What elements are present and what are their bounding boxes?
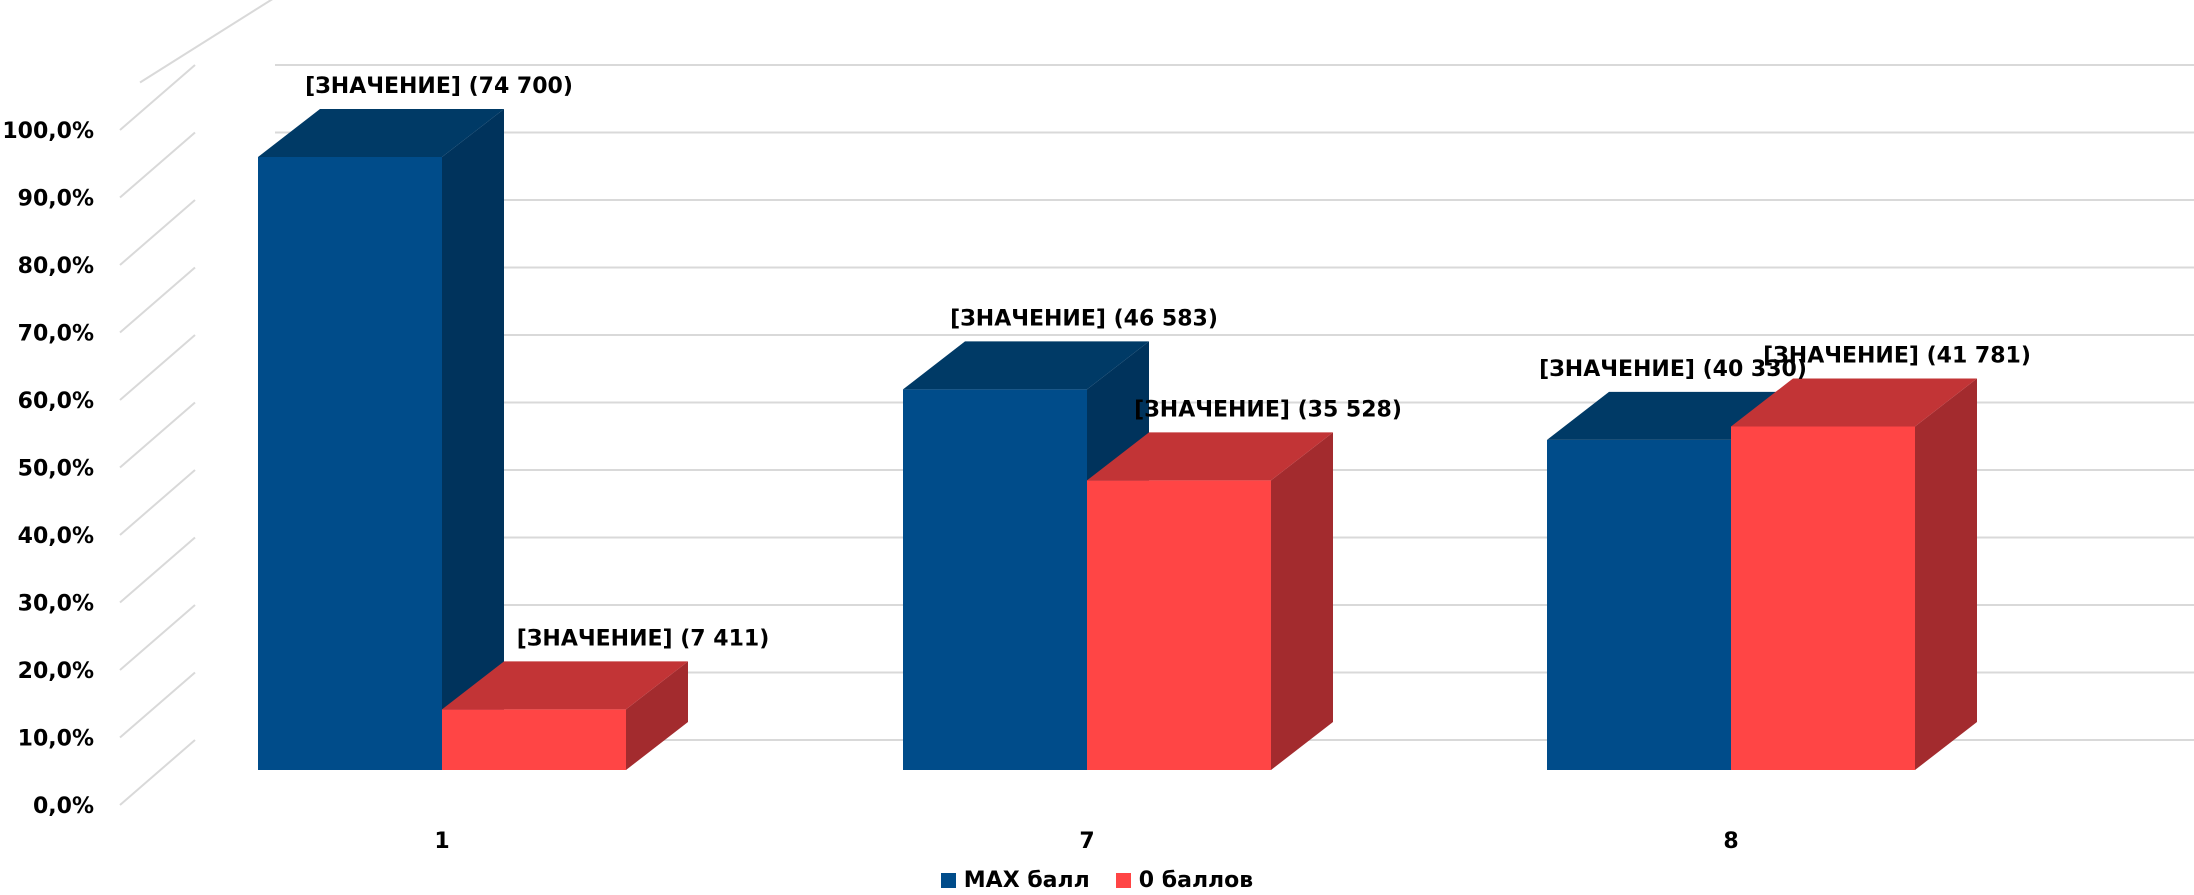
- legend-swatch-zero: [1115, 873, 1131, 888]
- y-axis-tick-labels: 0,0% 10,0% 20,0% 30,0% 40,0% 50,0% 60,0% 70,0% 8…: [2, 119, 94, 819]
- legend-label-zero: 0 баллов: [1138, 868, 1254, 893]
- category-label: 7: [1079, 829, 1094, 854]
- y-tick-label: 0,0%: [33, 794, 94, 819]
- data-label: [ЗНАЧЕНИЕ] (74 700): [305, 74, 573, 99]
- gridline: [139, 0, 273, 84]
- gridline: [119, 64, 2194, 131]
- category-label: 8: [1723, 829, 1738, 854]
- data-label: [ЗНАЧЕНИЕ] (7 411): [517, 626, 770, 651]
- data-labels: [ЗНАЧЕНИЕ] (74 700) [ЗНАЧЕНИЕ] (7 411) [ЗН…: [305, 74, 2031, 651]
- legend-label-max: MAX балл: [963, 868, 1090, 893]
- y-tick-label: 20,0%: [18, 659, 94, 684]
- y-tick-label: 80,0%: [18, 254, 94, 279]
- gridline: [119, 131, 2194, 199]
- bar-zero-8: [1731, 378, 1977, 770]
- y-tick-label: 100,0%: [2, 119, 94, 144]
- legend-item-max: MAX балл: [940, 868, 1090, 893]
- data-label: [ЗНАЧЕНИЕ] (46 583): [950, 306, 1218, 331]
- y-tick-label: 40,0%: [18, 524, 94, 549]
- data-label: [ЗНАЧЕНИЕ] (40 330): [1539, 357, 1807, 382]
- y-tick-label: 60,0%: [18, 389, 94, 414]
- bars: [258, 109, 1977, 770]
- legend: MAX балл 0 баллов: [0, 868, 2194, 893]
- bar-zero-1: [442, 661, 688, 770]
- gridline: [119, 266, 2194, 334]
- gridline: [119, 199, 2194, 266]
- y-tick-label: 50,0%: [18, 457, 94, 482]
- legend-swatch-max: [940, 873, 956, 888]
- data-label: [ЗНАЧЕНИЕ] (35 528): [1134, 397, 1402, 422]
- y-tick-label: 30,0%: [18, 592, 94, 617]
- x-axis-category-labels: 1 7 8: [434, 829, 1738, 854]
- y-tick-label: 90,0%: [18, 187, 94, 212]
- y-tick-label: 70,0%: [18, 322, 94, 347]
- data-label: [ЗНАЧЕНИЕ] (41 781): [1763, 343, 2031, 368]
- legend-item-zero: 0 баллов: [1115, 868, 1254, 893]
- gridline: [119, 334, 2194, 401]
- category-label: 1: [434, 829, 449, 854]
- bar-max-1: [258, 109, 504, 770]
- y-tick-label: 10,0%: [18, 727, 94, 752]
- bar-zero-7: [1087, 432, 1333, 770]
